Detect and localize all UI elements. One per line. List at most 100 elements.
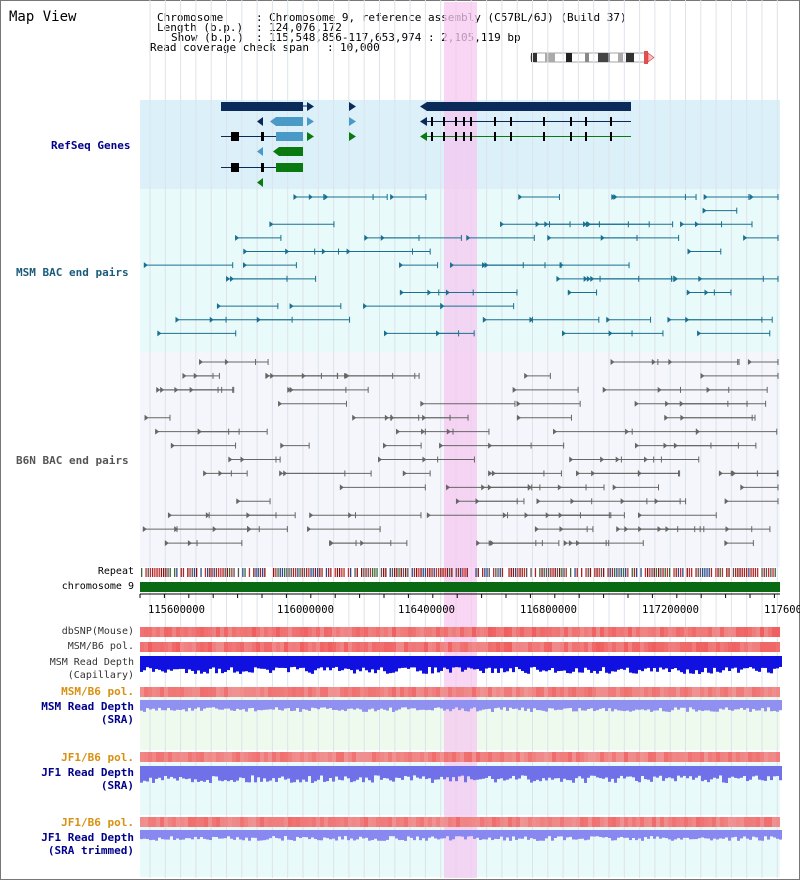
depth-bar — [449, 766, 452, 782]
depth-bar — [746, 700, 749, 709]
polymorphism-heat-tracks[interactable] — [140, 627, 780, 827]
depth-bar — [608, 830, 611, 839]
heat-cell — [716, 687, 720, 697]
track-label-msm-depth-capillary[interactable]: MSM Read Depth — [49, 657, 134, 668]
bac-end-marker — [289, 386, 294, 393]
repeat-segment — [482, 568, 484, 577]
track-label-msm-b6-pol[interactable]: MSM/B6 pol. — [67, 641, 134, 652]
heat-cell — [736, 752, 740, 762]
heat-cell — [244, 687, 248, 697]
heat-cell — [464, 627, 468, 637]
repeat-segment — [574, 568, 576, 577]
depth-bar — [362, 656, 365, 668]
heat-cell — [676, 642, 680, 652]
track-label-dbsnp[interactable]: dbSNP(Mouse) — [61, 626, 134, 637]
heat-cell — [256, 627, 260, 637]
heat-cell — [176, 642, 180, 652]
heat-cell — [616, 687, 620, 697]
depth-bar — [455, 700, 458, 708]
depth-bar — [224, 766, 227, 781]
repeat-segment — [442, 568, 444, 577]
chromosome-ideogram[interactable] — [530, 51, 655, 64]
track-label-jf1-depth[interactable]: JF1 Read Depth — [41, 766, 134, 779]
depth-bar — [431, 766, 434, 783]
heat-cell — [180, 752, 184, 762]
depth-bar — [269, 830, 272, 839]
depth-bar — [167, 700, 170, 708]
heat-cell — [476, 627, 480, 637]
depth-bar — [623, 656, 626, 670]
heat-cell — [284, 642, 288, 652]
track-label-msm-depth-sra[interactable]: MSM Read Depth — [41, 700, 134, 713]
track-label-refseq-genes[interactable]: RefSeq Genes — [51, 139, 131, 152]
msm-bac-end-pairs[interactable] — [143, 194, 779, 337]
track-label-jf1-pol[interactable]: JF1/B6 pol. — [61, 751, 134, 764]
heat-cell — [416, 627, 420, 637]
chromosome-9-bar[interactable] — [140, 582, 780, 592]
depth-bar — [503, 766, 506, 781]
repeat-segment — [187, 568, 189, 577]
track-label-b6n-bac[interactable]: B6N BAC end pairs — [16, 454, 129, 467]
heat-cell — [412, 627, 416, 637]
repeat-segment — [347, 568, 350, 577]
depth-bar — [350, 830, 353, 839]
highlight-region[interactable] — [444, 2, 477, 878]
depth-bar — [290, 830, 293, 841]
depth-bar — [206, 656, 209, 674]
heat-cell — [376, 687, 380, 697]
depth-bar — [440, 656, 443, 671]
depth-bar — [434, 656, 437, 668]
depth-bar — [167, 656, 170, 670]
heat-cell — [152, 817, 156, 827]
depth-bar — [491, 656, 494, 673]
repeat-segment — [475, 568, 477, 577]
b6n-bac-end-pairs[interactable] — [142, 359, 779, 547]
depth-bar — [530, 766, 533, 783]
heat-cell — [168, 817, 172, 827]
depth-bar — [332, 830, 335, 839]
heat-cell — [724, 627, 728, 637]
depth-bar — [314, 830, 317, 839]
track-label-msm-bac[interactable]: MSM BAC end pairs — [16, 266, 129, 279]
refseq-gene-models[interactable] — [221, 102, 631, 187]
bac-end-marker — [242, 262, 247, 269]
repeat-segment — [616, 568, 618, 577]
depth-bar — [461, 656, 464, 672]
heat-cell — [556, 817, 560, 827]
depth-bar — [707, 700, 710, 711]
depth-bar — [401, 830, 404, 840]
depth-bar — [725, 656, 728, 668]
depth-bar — [389, 830, 392, 837]
depth-bar — [200, 830, 203, 838]
heat-cell — [304, 752, 308, 762]
heat-cell — [288, 642, 292, 652]
read-depth-tracks[interactable] — [140, 656, 782, 841]
depth-bar — [554, 656, 557, 673]
depth-bar — [737, 830, 740, 841]
heat-cell — [448, 752, 452, 762]
depth-bar — [461, 700, 464, 709]
repeat-segment — [640, 568, 642, 577]
depth-bar — [644, 656, 647, 669]
repeat-track[interactable] — [141, 568, 776, 577]
heat-cell — [572, 752, 576, 762]
track-label-jf1-pol-2[interactable]: JF1/B6 pol. — [61, 816, 134, 829]
repeat-segment — [264, 568, 266, 577]
depth-bar — [371, 656, 374, 670]
heat-cell — [768, 817, 772, 827]
depth-bar — [407, 656, 410, 669]
repeat-segment — [193, 568, 196, 577]
depth-bar — [494, 830, 497, 839]
heat-cell — [248, 752, 252, 762]
track-label-msm-b6-pol-sra[interactable]: MSM/B6 pol. — [61, 685, 134, 698]
heat-cell — [272, 687, 276, 697]
heat-cell — [352, 752, 356, 762]
heat-cell — [688, 687, 692, 697]
repeat-segment — [303, 568, 306, 577]
track-label-jf1-depth-trimmed[interactable]: JF1 Read Depth — [41, 831, 134, 844]
heat-cell — [244, 642, 248, 652]
depth-bar — [353, 700, 356, 710]
heat-cell — [240, 752, 244, 762]
bac-end-marker — [450, 262, 455, 269]
